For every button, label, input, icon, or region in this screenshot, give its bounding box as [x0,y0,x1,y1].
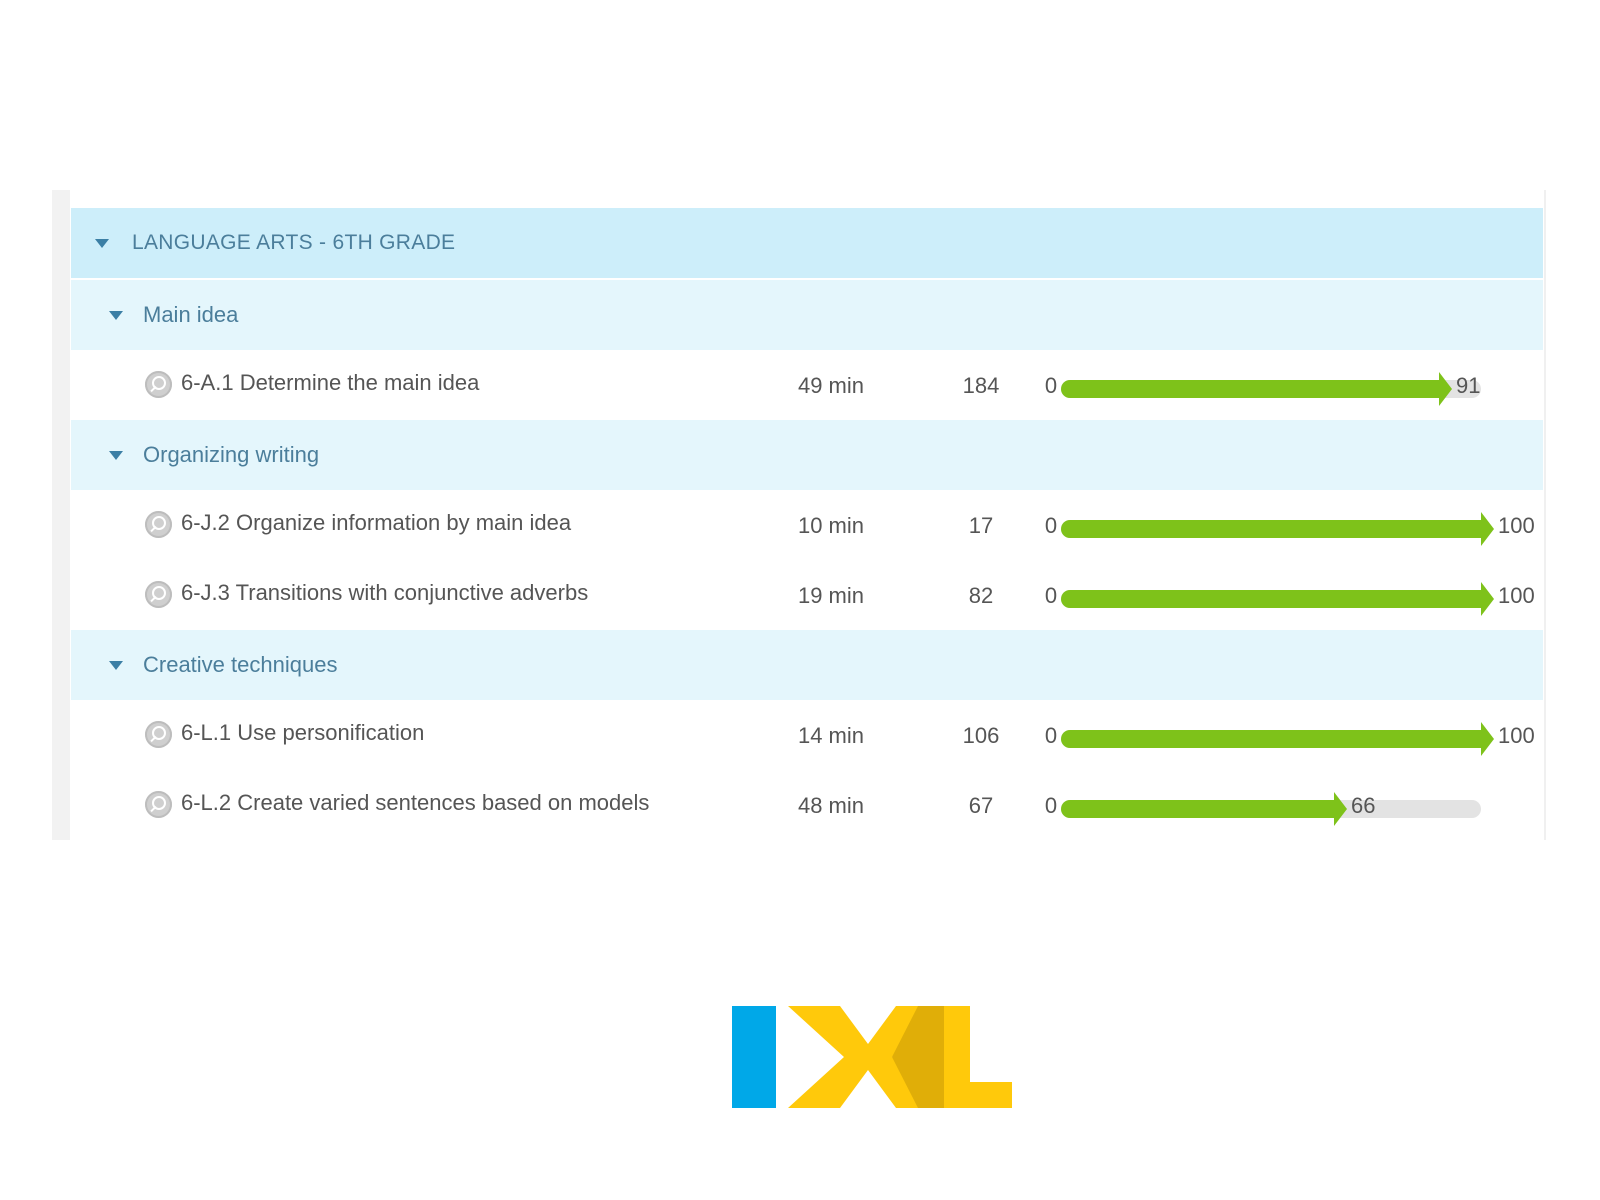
start-score: 0 [1044,373,1058,398]
skill-name[interactable]: 6-A.1 Determine the main idea [181,370,480,395]
start-score: 0 [1044,513,1058,538]
section-header-main-idea[interactable]: Main idea [71,280,1543,350]
skill-row[interactable]: 6-J.3 Transitions with conjunctive adver… [71,560,1543,630]
ixl-logo [732,1006,1012,1108]
logo-overlap [892,1006,944,1108]
smart-score: 100 [1498,513,1535,538]
search-icon [145,721,172,748]
smart-score: 91 [1456,373,1481,398]
collapse-triangle-icon[interactable] [109,450,123,460]
section-header-creative-techniques[interactable]: Creative techniques [71,630,1543,700]
skill-row[interactable]: 6-J.2 Organize information by main idea … [71,490,1543,560]
smart-score: 66 [1351,793,1376,818]
group-title: LANGUAGE ARTS - 6TH GRADE [132,231,456,254]
skill-name[interactable]: 6-J.2 Organize information by main idea [181,510,572,535]
section-title: Creative techniques [143,652,338,677]
progress-fill [1061,590,1481,608]
questions-answered: 67 [968,793,994,818]
smart-score: 100 [1498,583,1535,608]
group-header[interactable]: LANGUAGE ARTS - 6TH GRADE [71,208,1543,278]
collapse-triangle-icon[interactable] [95,238,109,248]
section-header-organizing-writing[interactable]: Organizing writing [71,420,1543,490]
time-spent: 48 min [797,793,865,818]
search-icon [145,511,172,538]
skill-row[interactable]: 6-L.1 Use personification 14 min 106 0 1… [71,700,1543,770]
time-spent: 19 min [797,583,865,608]
smart-score: 100 [1498,723,1535,748]
questions-answered: 17 [968,513,994,538]
time-spent: 10 min [797,513,865,538]
logo-letter-l-foot [944,1082,1012,1108]
skill-row[interactable]: 6-A.1 Determine the main idea 49 min 184… [71,350,1543,420]
skill-name[interactable]: 6-L.1 Use personification [181,720,425,745]
skill-name[interactable]: 6-J.3 Transitions with conjunctive adver… [181,580,589,605]
progress-fill [1061,800,1334,818]
collapse-triangle-icon[interactable] [109,310,123,320]
progress-arrow-icon [1439,372,1452,406]
progress-arrow-icon [1481,722,1494,756]
progress-fill [1061,520,1481,538]
start-score: 0 [1044,583,1058,608]
progress-fill [1061,380,1439,398]
start-score: 0 [1044,723,1058,748]
time-spent: 49 min [797,373,865,398]
section-title: Organizing writing [143,442,320,467]
section-title: Main idea [143,302,239,327]
time-spent: 14 min [797,723,865,748]
progress-arrow-icon [1334,792,1347,826]
search-icon [145,581,172,608]
questions-answered: 106 [962,723,1000,748]
start-score: 0 [1044,793,1058,818]
progress-fill [1061,730,1481,748]
panel-left-border [52,190,70,840]
panel-right-border [1544,190,1546,840]
progress-arrow-icon [1481,582,1494,616]
questions-answered: 82 [968,583,994,608]
progress-arrow-icon [1481,512,1494,546]
logo-letter-i [732,1006,776,1108]
collapse-triangle-icon[interactable] [109,660,123,670]
questions-answered: 184 [962,373,1000,398]
skill-row[interactable]: 6-L.2 Create varied sentences based on m… [71,770,1543,840]
search-icon [145,791,172,818]
search-icon [145,371,172,398]
skill-name[interactable]: 6-L.2 Create varied sentences based on m… [181,790,650,815]
